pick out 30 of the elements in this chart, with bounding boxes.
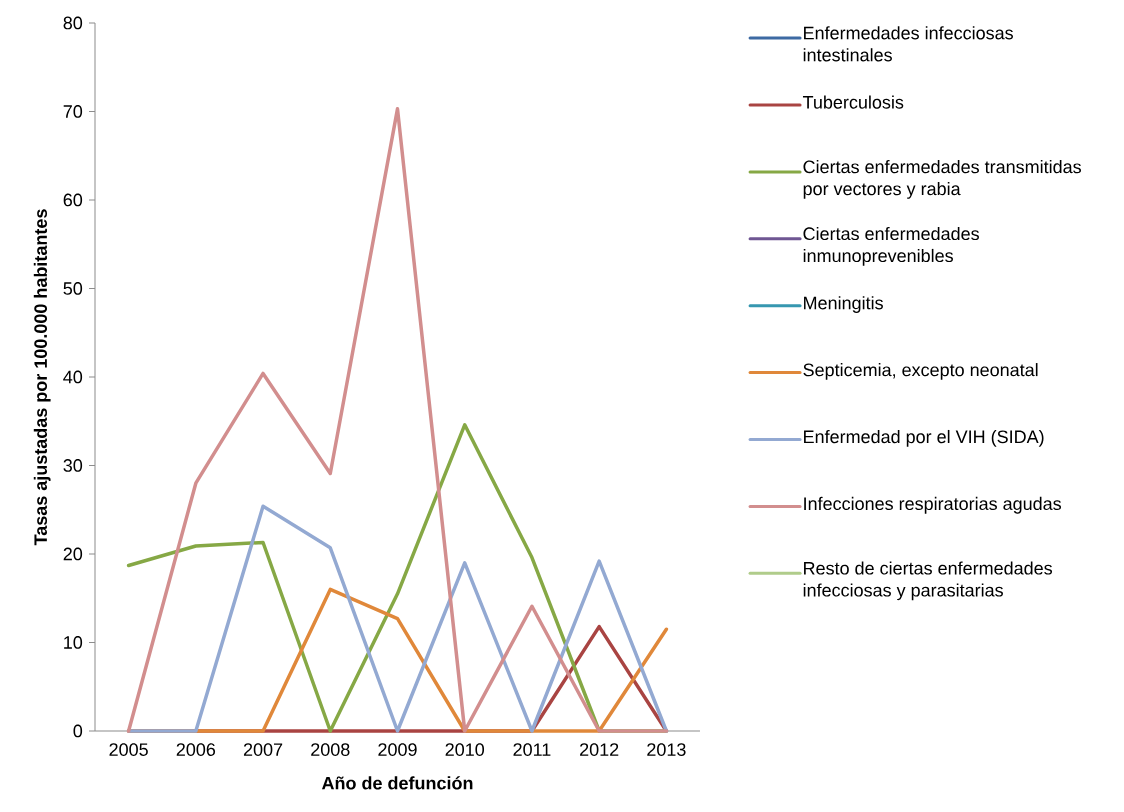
- legend-label: Infecciones respiratorias agudas: [804, 496, 1062, 514]
- legend-label: Resto de ciertas enfermedades infecciosas y parasitarias: [803, 561, 1053, 601]
- y-axis-title: Tasas ajustadas por 100.000 habitantes: [33, 209, 51, 546]
- y-tick-label: 40: [63, 370, 83, 384]
- x-tick-label: 2011: [513, 743, 551, 756]
- x-tick-label: 2008: [311, 743, 350, 756]
- legend-label: Septicemia, excepto neonatal: [803, 363, 1038, 380]
- x-tick-label: 2012: [580, 743, 619, 756]
- x-tick-label: 2013: [647, 743, 686, 756]
- y-tick-label: 30: [63, 459, 83, 472]
- y-tick-label: 60: [63, 193, 83, 207]
- x-tick-label: 2006: [176, 743, 216, 756]
- x-tick-label: 2010: [445, 743, 485, 756]
- legend-label: Ciertas enfermedades inmunoprevenibles: [803, 226, 979, 266]
- y-tick-label: 0: [73, 724, 83, 738]
- legend-label: Enfermedades infecciosas intestinales: [803, 26, 1013, 62]
- y-tick-label: 70: [63, 105, 83, 118]
- legend-label: Enfermedad por el VIH (SIDA): [804, 429, 1044, 447]
- x-tick-label: 2005: [109, 743, 148, 756]
- y-tick-label: 20: [63, 547, 83, 561]
- y-tick-label: 10: [64, 636, 83, 649]
- y-tick-label: 50: [63, 282, 83, 295]
- y-tick-label: 80: [63, 16, 83, 30]
- legend-label: Meningitis: [804, 296, 883, 313]
- x-axis-title: Año de defunción: [321, 776, 473, 790]
- line-series: [126, 107, 669, 733]
- x-tick-label: 2007: [243, 743, 283, 756]
- legend-label: Ciertas enfermedades transmitidas por vectores y rabia: [803, 160, 1081, 199]
- x-tick-label: 2009: [378, 743, 417, 756]
- legend-label: Tuberculosis: [802, 95, 904, 109]
